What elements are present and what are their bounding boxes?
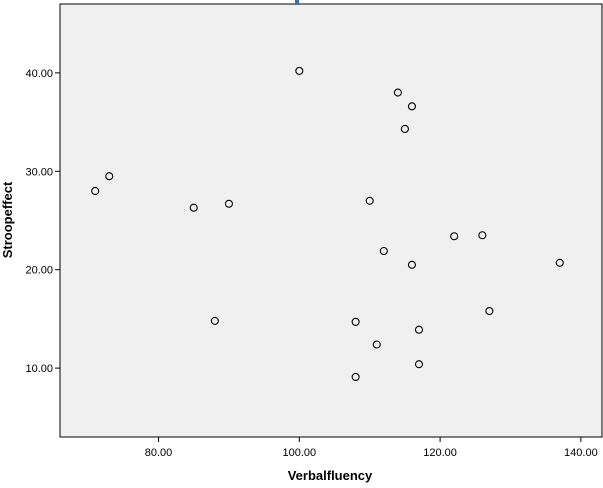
x-tick-label: 100.00 (282, 447, 316, 459)
x-tick-label: 140.00 (564, 447, 598, 459)
data-point (555, 258, 564, 267)
top-indicator-mark (295, 0, 299, 5)
x-tick-label: 80.00 (145, 447, 173, 459)
plot-area (59, 3, 603, 438)
data-point (105, 172, 114, 181)
data-point (414, 360, 424, 369)
data-point (351, 372, 360, 382)
data-point (189, 203, 198, 212)
data-point (450, 232, 459, 241)
data-point (351, 317, 360, 326)
data-point (210, 316, 219, 325)
data-point (372, 340, 381, 349)
y-axis-title: Stroopeffect (0, 181, 15, 258)
y-tick-label: 10.00 (25, 363, 53, 375)
data-point (295, 66, 304, 75)
data-point (407, 102, 416, 111)
y-axis-ticks: 10.00 20.00 30.00 40.00 (25, 68, 60, 375)
y-tick-label: 20.00 (25, 265, 53, 277)
data-point (400, 124, 409, 134)
data-point (379, 246, 388, 256)
data-point (414, 325, 424, 334)
data-point (365, 196, 374, 205)
x-tick-label: 120.00 (423, 447, 457, 459)
y-tick-label: 30.00 (25, 166, 53, 178)
data-point (407, 260, 416, 269)
data-point (478, 231, 487, 240)
x-axis-title: Verbalfluency (288, 468, 373, 483)
y-tick-label: 40.00 (25, 68, 53, 80)
data-points (91, 66, 564, 382)
data-point (485, 306, 494, 316)
data-point (91, 186, 100, 196)
data-point (393, 88, 402, 97)
data-point (224, 199, 233, 208)
x-axis-ticks: 80.00 100.00 120.00 140.00 (145, 437, 598, 459)
